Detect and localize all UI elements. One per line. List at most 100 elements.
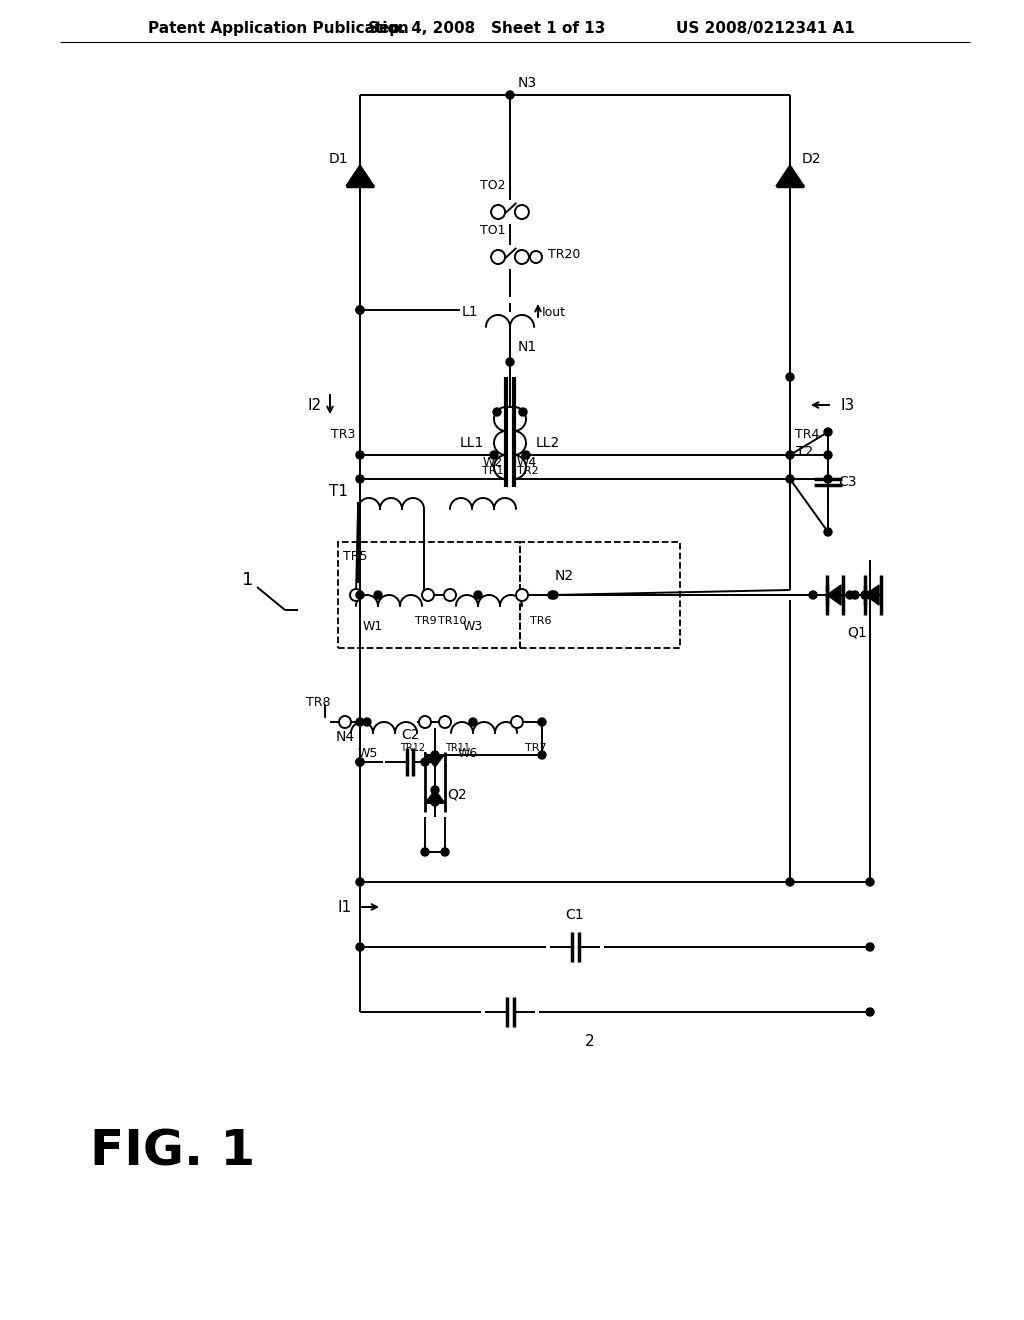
- Polygon shape: [426, 789, 444, 803]
- Text: T2: T2: [796, 445, 813, 459]
- Circle shape: [431, 785, 439, 795]
- Circle shape: [519, 408, 527, 416]
- Circle shape: [866, 878, 874, 886]
- Text: TR9: TR9: [415, 616, 437, 626]
- Text: D2: D2: [802, 152, 821, 166]
- Text: I3: I3: [840, 397, 854, 412]
- Text: I2: I2: [308, 397, 322, 412]
- Text: Iout: Iout: [542, 306, 566, 319]
- Circle shape: [419, 715, 431, 729]
- Text: D1: D1: [329, 152, 348, 166]
- Circle shape: [422, 589, 434, 601]
- Circle shape: [431, 751, 439, 759]
- Text: N4: N4: [336, 730, 355, 744]
- Circle shape: [374, 591, 382, 599]
- Text: W6: W6: [458, 747, 477, 760]
- Circle shape: [421, 847, 429, 855]
- Circle shape: [490, 451, 498, 459]
- Circle shape: [444, 589, 456, 601]
- Circle shape: [866, 591, 874, 599]
- Text: TR3: TR3: [331, 428, 355, 441]
- Text: T1: T1: [329, 484, 348, 499]
- Text: TR12: TR12: [400, 743, 425, 752]
- Text: N3: N3: [518, 77, 538, 90]
- Text: 1: 1: [243, 572, 254, 589]
- Text: US 2008/0212341 A1: US 2008/0212341 A1: [676, 21, 855, 36]
- Text: TR7: TR7: [525, 743, 547, 752]
- Circle shape: [861, 591, 869, 599]
- Text: 2: 2: [585, 1035, 595, 1049]
- Circle shape: [824, 428, 831, 436]
- Text: TR4: TR4: [795, 428, 819, 441]
- Circle shape: [356, 942, 364, 950]
- Text: Q2: Q2: [447, 787, 467, 801]
- Text: W2: W2: [482, 455, 503, 469]
- Text: W1: W1: [362, 620, 383, 634]
- Text: C2: C2: [400, 729, 419, 742]
- Text: Q1: Q1: [847, 624, 866, 639]
- Circle shape: [356, 591, 364, 599]
- Text: TR1: TR1: [481, 466, 503, 475]
- Polygon shape: [776, 165, 804, 186]
- Text: N2: N2: [555, 569, 574, 583]
- Polygon shape: [346, 165, 374, 186]
- Circle shape: [362, 718, 371, 726]
- Circle shape: [866, 942, 874, 950]
- Circle shape: [786, 475, 794, 483]
- Circle shape: [846, 591, 854, 599]
- Circle shape: [851, 591, 859, 599]
- Circle shape: [493, 408, 501, 416]
- Text: L1: L1: [462, 305, 478, 319]
- Circle shape: [469, 718, 477, 726]
- Circle shape: [506, 358, 514, 366]
- Text: TR10: TR10: [437, 616, 466, 626]
- Circle shape: [356, 758, 364, 766]
- Circle shape: [530, 251, 542, 263]
- Circle shape: [439, 715, 451, 729]
- Text: C1: C1: [565, 908, 585, 921]
- Circle shape: [515, 249, 529, 264]
- Text: LL1: LL1: [460, 436, 484, 450]
- Circle shape: [356, 758, 364, 766]
- Circle shape: [824, 475, 831, 483]
- Circle shape: [866, 1008, 874, 1016]
- Text: FIG. 1: FIG. 1: [90, 1129, 255, 1176]
- Text: W3: W3: [463, 620, 482, 634]
- Circle shape: [506, 91, 514, 99]
- Circle shape: [339, 715, 351, 729]
- Circle shape: [421, 758, 429, 766]
- Polygon shape: [426, 755, 444, 767]
- Circle shape: [522, 451, 530, 459]
- Text: Patent Application Publication: Patent Application Publication: [148, 21, 409, 36]
- Circle shape: [441, 847, 449, 855]
- Circle shape: [356, 475, 364, 483]
- Circle shape: [824, 451, 831, 459]
- Text: W5: W5: [357, 747, 378, 760]
- Text: TR20: TR20: [548, 248, 581, 260]
- Circle shape: [516, 589, 528, 601]
- Circle shape: [492, 205, 505, 219]
- Circle shape: [786, 374, 794, 381]
- Text: C3: C3: [838, 475, 856, 488]
- Text: W4: W4: [517, 455, 538, 469]
- Circle shape: [431, 799, 439, 807]
- Text: TR5: TR5: [343, 550, 368, 564]
- Circle shape: [786, 878, 794, 886]
- Text: TR8: TR8: [305, 696, 330, 709]
- Text: TR2: TR2: [517, 466, 539, 475]
- Circle shape: [824, 528, 831, 536]
- Circle shape: [356, 306, 364, 314]
- Circle shape: [515, 205, 529, 219]
- Circle shape: [786, 451, 794, 459]
- Circle shape: [538, 751, 546, 759]
- Circle shape: [538, 718, 546, 726]
- Circle shape: [350, 589, 362, 601]
- Text: TR6: TR6: [530, 616, 552, 626]
- Text: LL2: LL2: [536, 436, 560, 450]
- Text: N1: N1: [518, 341, 538, 354]
- Polygon shape: [827, 585, 841, 605]
- Circle shape: [511, 715, 523, 729]
- Bar: [520, 543, 680, 648]
- Circle shape: [550, 591, 558, 599]
- Circle shape: [548, 591, 556, 599]
